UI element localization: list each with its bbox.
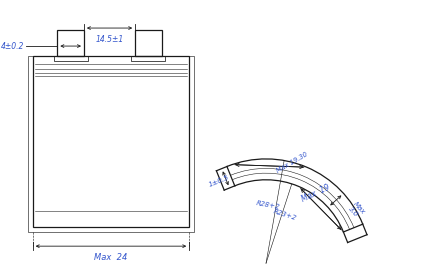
Bar xyxy=(28,56,194,232)
Text: R28+2: R28+2 xyxy=(256,200,281,210)
Text: 4±0.2: 4±0.2 xyxy=(1,42,24,51)
Bar xyxy=(132,56,165,61)
Bar xyxy=(54,56,88,61)
Text: Max  19: Max 19 xyxy=(300,183,331,203)
Text: Max
3.0: Max 3.0 xyxy=(347,201,367,220)
Text: 14.5±1: 14.5±1 xyxy=(95,35,124,44)
Bar xyxy=(33,56,189,227)
Bar xyxy=(135,30,162,56)
Text: R23+2: R23+2 xyxy=(272,208,297,221)
Text: 1±0.5: 1±0.5 xyxy=(207,174,230,188)
Text: Max  24: Max 24 xyxy=(94,253,128,262)
Bar xyxy=(57,30,84,56)
Text: Max 19.30: Max 19.30 xyxy=(275,151,308,173)
